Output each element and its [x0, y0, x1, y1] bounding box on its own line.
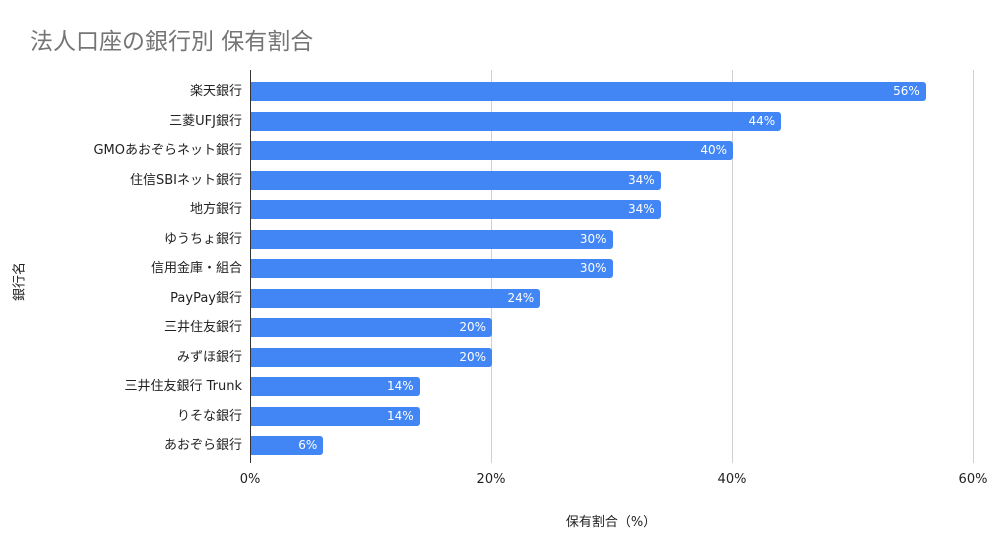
bar[interactable]: 6% — [251, 436, 324, 455]
category-label: 地方銀行 — [189, 202, 242, 217]
gridline-40 — [732, 70, 733, 463]
bar[interactable]: 30% — [251, 259, 613, 278]
x-tick-20: 20% — [476, 472, 506, 487]
category-label: あおぞら銀行 — [163, 438, 242, 453]
bar[interactable]: 24% — [251, 288, 541, 308]
bar-value-label: 24% — [507, 290, 535, 305]
x-tick-60: 60% — [958, 472, 988, 487]
x-axis-label: 保有割合（%） — [565, 515, 657, 530]
bar[interactable]: 34% — [251, 200, 661, 219]
category-label: 住信SBIネット銀行 — [129, 172, 242, 188]
bar[interactable]: 34% — [251, 170, 661, 190]
bar-value-label: 30% — [579, 231, 607, 246]
category-label: ゆうちょ銀行 — [163, 231, 242, 247]
x-tick-0: 0% — [239, 472, 261, 487]
bar-value-label: 14% — [387, 408, 414, 423]
category-label: りそな銀行 — [176, 408, 242, 424]
bar-value-label: 56% — [893, 84, 920, 98]
category-label: 信用金庫・組合 — [150, 261, 242, 276]
bar[interactable]: 14% — [251, 377, 420, 396]
bar-value-label: 40% — [700, 143, 727, 157]
category-label: みずほ銀行 — [176, 349, 242, 365]
category-label: 三井住友銀行 Trunk — [124, 379, 242, 394]
bar-value-label: 20% — [459, 349, 486, 364]
bar[interactable]: 20% — [251, 347, 492, 367]
bar[interactable]: 30% — [251, 229, 613, 249]
bar-value-label: 34% — [628, 172, 655, 187]
bar[interactable]: 14% — [251, 406, 420, 426]
y-axis-line — [250, 70, 251, 463]
plot-area: 56% 44% 40% 34% 34% 30% 30% 24% 20% 20% 14% 14% 6% — [250, 70, 974, 463]
category-label: 三菱UFJ銀行 — [169, 113, 242, 129]
gridline-60 — [973, 70, 974, 463]
bar-value-label: 30% — [579, 261, 607, 275]
bar[interactable]: 56% — [251, 82, 926, 101]
x-tick-40: 40% — [717, 472, 747, 487]
bar-value-label: 44% — [748, 113, 776, 128]
category-label: 三井住友銀行 — [163, 320, 242, 335]
category-label: PayPay銀行 — [170, 290, 242, 306]
bar-value-label: 6% — [298, 438, 318, 452]
bar[interactable]: 44% — [251, 111, 782, 131]
bar[interactable]: 40% — [251, 141, 733, 160]
bar-value-label: 20% — [459, 320, 486, 334]
bar-value-label: 34% — [628, 202, 655, 216]
bar[interactable]: 20% — [251, 318, 492, 337]
category-label: GMOあおぞらネット銀行 — [93, 143, 242, 158]
bar-value-label: 14% — [387, 379, 414, 393]
chart-title: 法人口座の銀行別 保有割合 — [30, 29, 314, 55]
category-label: 楽天銀行 — [189, 84, 242, 99]
